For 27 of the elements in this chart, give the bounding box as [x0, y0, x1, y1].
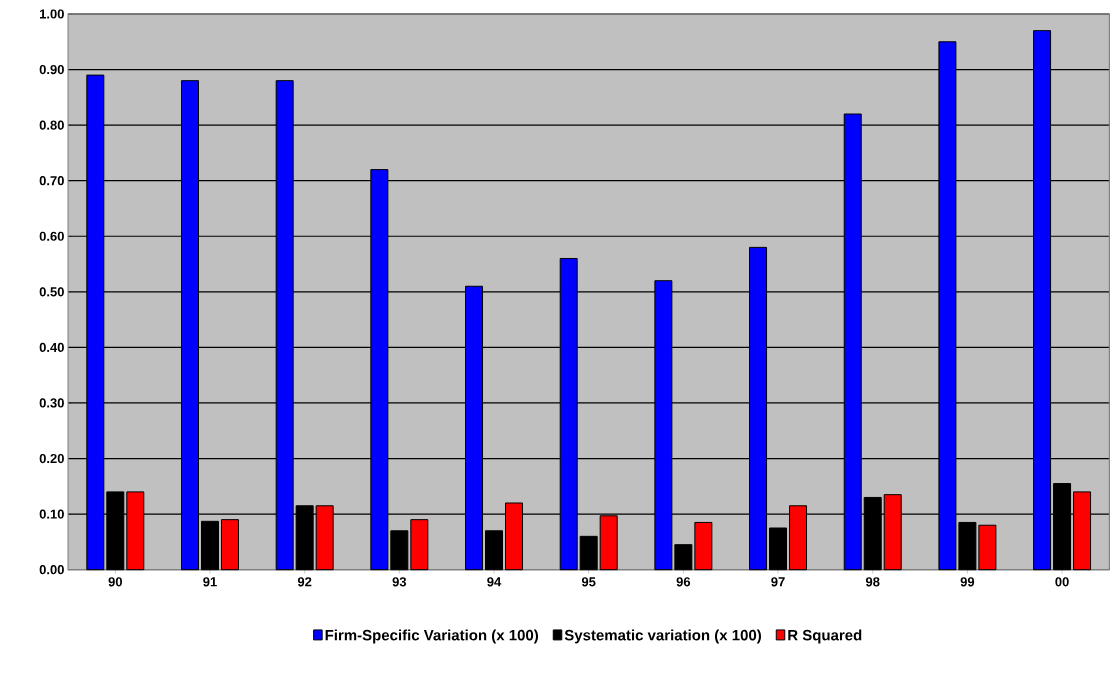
y-tick-label: 0.40 — [39, 342, 64, 353]
bar — [410, 519, 429, 571]
legend-label: Firm-Specific Variation (x 100) — [325, 629, 539, 644]
y-tick-label: 0.30 — [39, 398, 64, 408]
y-tick-label: 0.20 — [39, 454, 64, 464]
y-tick-label: 0.90 — [39, 65, 64, 75]
x-tick-label: 96 — [676, 577, 691, 587]
x-tick-label: 00 — [1055, 577, 1069, 587]
x-tick-label: 99 — [960, 577, 975, 587]
x-tick-label: 93 — [392, 577, 407, 587]
legend-label: R Squared — [788, 629, 862, 644]
y-tick-label: 0.70 — [39, 176, 64, 186]
x-tick-label: 97 — [771, 577, 785, 587]
legend-label: Systematic variation (x 100) — [564, 629, 761, 644]
x-tick-label: 94 — [487, 577, 502, 587]
y-tick-label: 0.50 — [39, 287, 64, 297]
x-tick-label: 98 — [865, 577, 880, 587]
x-tick-label: 90 — [108, 577, 122, 587]
bar — [220, 519, 239, 571]
x-tick-label: 91 — [203, 577, 217, 587]
y-tick-label: 1.00 — [39, 9, 64, 19]
y-tick-label: 0.10 — [39, 509, 64, 519]
y-tick-label: 0.60 — [39, 231, 64, 242]
x-tick-label: 92 — [297, 577, 312, 587]
y-tick-label: 0.00 — [39, 565, 64, 575]
y-tick-label: 0.80 — [39, 120, 64, 130]
x-tick-label: 95 — [581, 577, 596, 587]
